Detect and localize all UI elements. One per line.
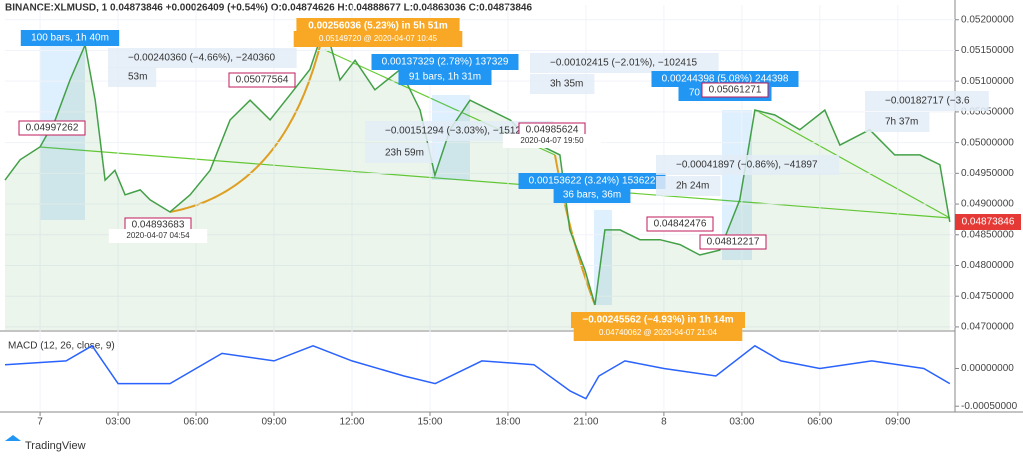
y-tick-label: 0.04700000	[961, 322, 1014, 333]
price-tag	[699, 234, 767, 250]
y-tick-label: 0.04800000	[961, 260, 1014, 271]
measure-box	[371, 54, 519, 70]
price-tag	[701, 82, 769, 98]
y-tick-label: 0.05200000	[961, 14, 1014, 25]
price-tag	[955, 214, 1021, 230]
measure-box	[865, 112, 930, 132]
measure-box	[553, 187, 631, 203]
measure-box	[296, 18, 460, 34]
annotation: 91 bars, 1h 31m	[409, 72, 481, 83]
x-tick-label: 09:00	[885, 417, 910, 428]
y-tick-label: 0.04850000	[961, 229, 1014, 240]
annotation: 0.00244398 (5.08%) 244398	[662, 74, 789, 85]
y-tick-label: 0.05100000	[961, 76, 1014, 87]
measure-box	[20, 30, 120, 46]
measure-box	[656, 176, 721, 196]
x-tick-label: 09:00	[261, 417, 286, 428]
trend-line	[39, 146, 951, 219]
x-tick-label: 21:00	[573, 417, 598, 428]
price-tag	[646, 216, 714, 232]
measure-box	[365, 143, 435, 163]
price-line	[4, 22, 951, 306]
annotation: 0.00153622 (3.24%) 153622	[529, 176, 656, 187]
annotation: 3h 35m	[550, 79, 583, 90]
measure-box	[530, 74, 595, 94]
annotation: −0.00151294 (−3.03%), −151294	[385, 126, 533, 137]
annotation: 53m	[128, 72, 147, 83]
x-tick-label: 7	[37, 417, 43, 428]
annotation: 7h 37m	[885, 117, 918, 128]
y-tick-label: 0.04950000	[961, 168, 1014, 179]
header: BINANCE:XLMUSD, 1 0.04873846 +0.00026409…	[5, 3, 532, 14]
annotation: 0.04842476	[654, 219, 707, 230]
annotation: 0.00256036 (5.23%) in 5h 51m	[308, 21, 448, 32]
measure-box	[573, 325, 743, 341]
price-tag	[18, 120, 86, 136]
x-tick-label: 03:00	[106, 417, 131, 428]
y-tick-label: 0.04750000	[961, 291, 1014, 302]
annotation: −0.00041897 (−0.86%), −41897	[676, 160, 818, 171]
y-tick-label: 0.04900000	[961, 199, 1014, 210]
price-line	[4, 344, 951, 400]
logo	[5, 435, 21, 441]
trend-line	[754, 109, 951, 219]
annotation: 2020-04-07 19:50	[520, 136, 584, 145]
footer: TradingView	[25, 440, 86, 452]
annotation: 2h 24m	[676, 181, 709, 192]
annotation: 0.04812217	[707, 237, 760, 248]
y-tick-label: -0.00050000	[961, 401, 1018, 412]
measure-box	[293, 31, 463, 47]
area	[5, 24, 950, 330]
annotation: 0.05077564	[236, 75, 289, 86]
annotation: 2020-04-07 04:54	[126, 231, 190, 240]
annotation: 0.04893683	[132, 220, 185, 231]
annotation: 0.04873846	[962, 217, 1015, 228]
measure-box	[656, 155, 840, 175]
price-tag	[502, 134, 602, 148]
y-tick-label: 0.05000000	[961, 137, 1014, 148]
x-tick-label: 06:00	[184, 417, 209, 428]
x-tick-label: 18:00	[495, 417, 520, 428]
measure-box	[108, 48, 297, 68]
measure-box	[518, 173, 666, 189]
macd-title: MACD (12, 26, close, 9)	[8, 341, 115, 352]
annotation: 0.04985624	[526, 125, 579, 136]
x-tick-label: 15:00	[417, 417, 442, 428]
measure-box	[865, 91, 989, 111]
x-tick-label: 06:00	[807, 417, 832, 428]
y-tick-label: 0.05050000	[961, 107, 1014, 118]
annotation: 0.05061271	[709, 85, 762, 96]
annotation: 0.00137329 (2.78%) 137329	[382, 57, 509, 68]
price-tag	[108, 229, 208, 243]
annotation: 0.04740062 @ 2020-04-07 21:04	[599, 328, 718, 337]
price-tag	[228, 72, 296, 88]
measure-box	[571, 312, 745, 328]
measure-box	[108, 67, 157, 87]
annotation: 23h 59m	[385, 148, 424, 159]
x-tick-label: 12:00	[339, 417, 364, 428]
annotation: −0.00245562 (−4.93%) in 1h 14m	[582, 315, 733, 326]
measure-box	[398, 69, 492, 85]
y-tick-label: 0.00000000	[961, 363, 1014, 374]
annotation: 0.05149720 @ 2020-04-07 10:45	[319, 34, 438, 43]
y-tick-label: 0.05150000	[961, 45, 1014, 56]
annotation: 100 bars, 1h 40m	[31, 33, 109, 44]
annotation: 36 bars, 36m	[563, 190, 621, 201]
annotation: −0.00182717 (−3.6	[885, 96, 970, 107]
x-tick-label: 8	[661, 417, 667, 428]
annotation: 0.04997262	[26, 123, 79, 134]
annotation: −0.00102415 (−2.01%), −102415	[550, 58, 698, 69]
measure-box	[530, 53, 719, 73]
annotation: −0.00240360 (−4.66%), −240360	[128, 53, 276, 64]
x-tick-label: 03:00	[729, 417, 754, 428]
